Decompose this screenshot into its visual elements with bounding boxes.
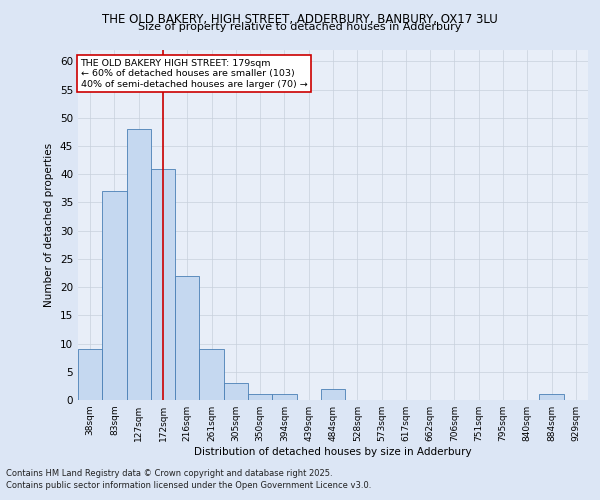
Bar <box>102 191 127 400</box>
Bar <box>78 349 102 400</box>
Text: Contains public sector information licensed under the Open Government Licence v3: Contains public sector information licen… <box>6 481 371 490</box>
Bar <box>248 394 272 400</box>
Bar <box>127 129 151 400</box>
Bar <box>272 394 296 400</box>
Y-axis label: Number of detached properties: Number of detached properties <box>44 143 55 307</box>
Bar <box>151 168 175 400</box>
Text: Contains HM Land Registry data © Crown copyright and database right 2025.: Contains HM Land Registry data © Crown c… <box>6 468 332 477</box>
Bar <box>199 349 224 400</box>
Bar <box>321 388 345 400</box>
Bar <box>175 276 199 400</box>
Text: THE OLD BAKERY HIGH STREET: 179sqm
← 60% of detached houses are smaller (103)
40: THE OLD BAKERY HIGH STREET: 179sqm ← 60%… <box>80 59 307 88</box>
Bar <box>224 383 248 400</box>
Text: THE OLD BAKERY, HIGH STREET, ADDERBURY, BANBURY, OX17 3LU: THE OLD BAKERY, HIGH STREET, ADDERBURY, … <box>102 12 498 26</box>
X-axis label: Distribution of detached houses by size in Adderbury: Distribution of detached houses by size … <box>194 447 472 457</box>
Text: Size of property relative to detached houses in Adderbury: Size of property relative to detached ho… <box>139 22 461 32</box>
Bar <box>539 394 564 400</box>
